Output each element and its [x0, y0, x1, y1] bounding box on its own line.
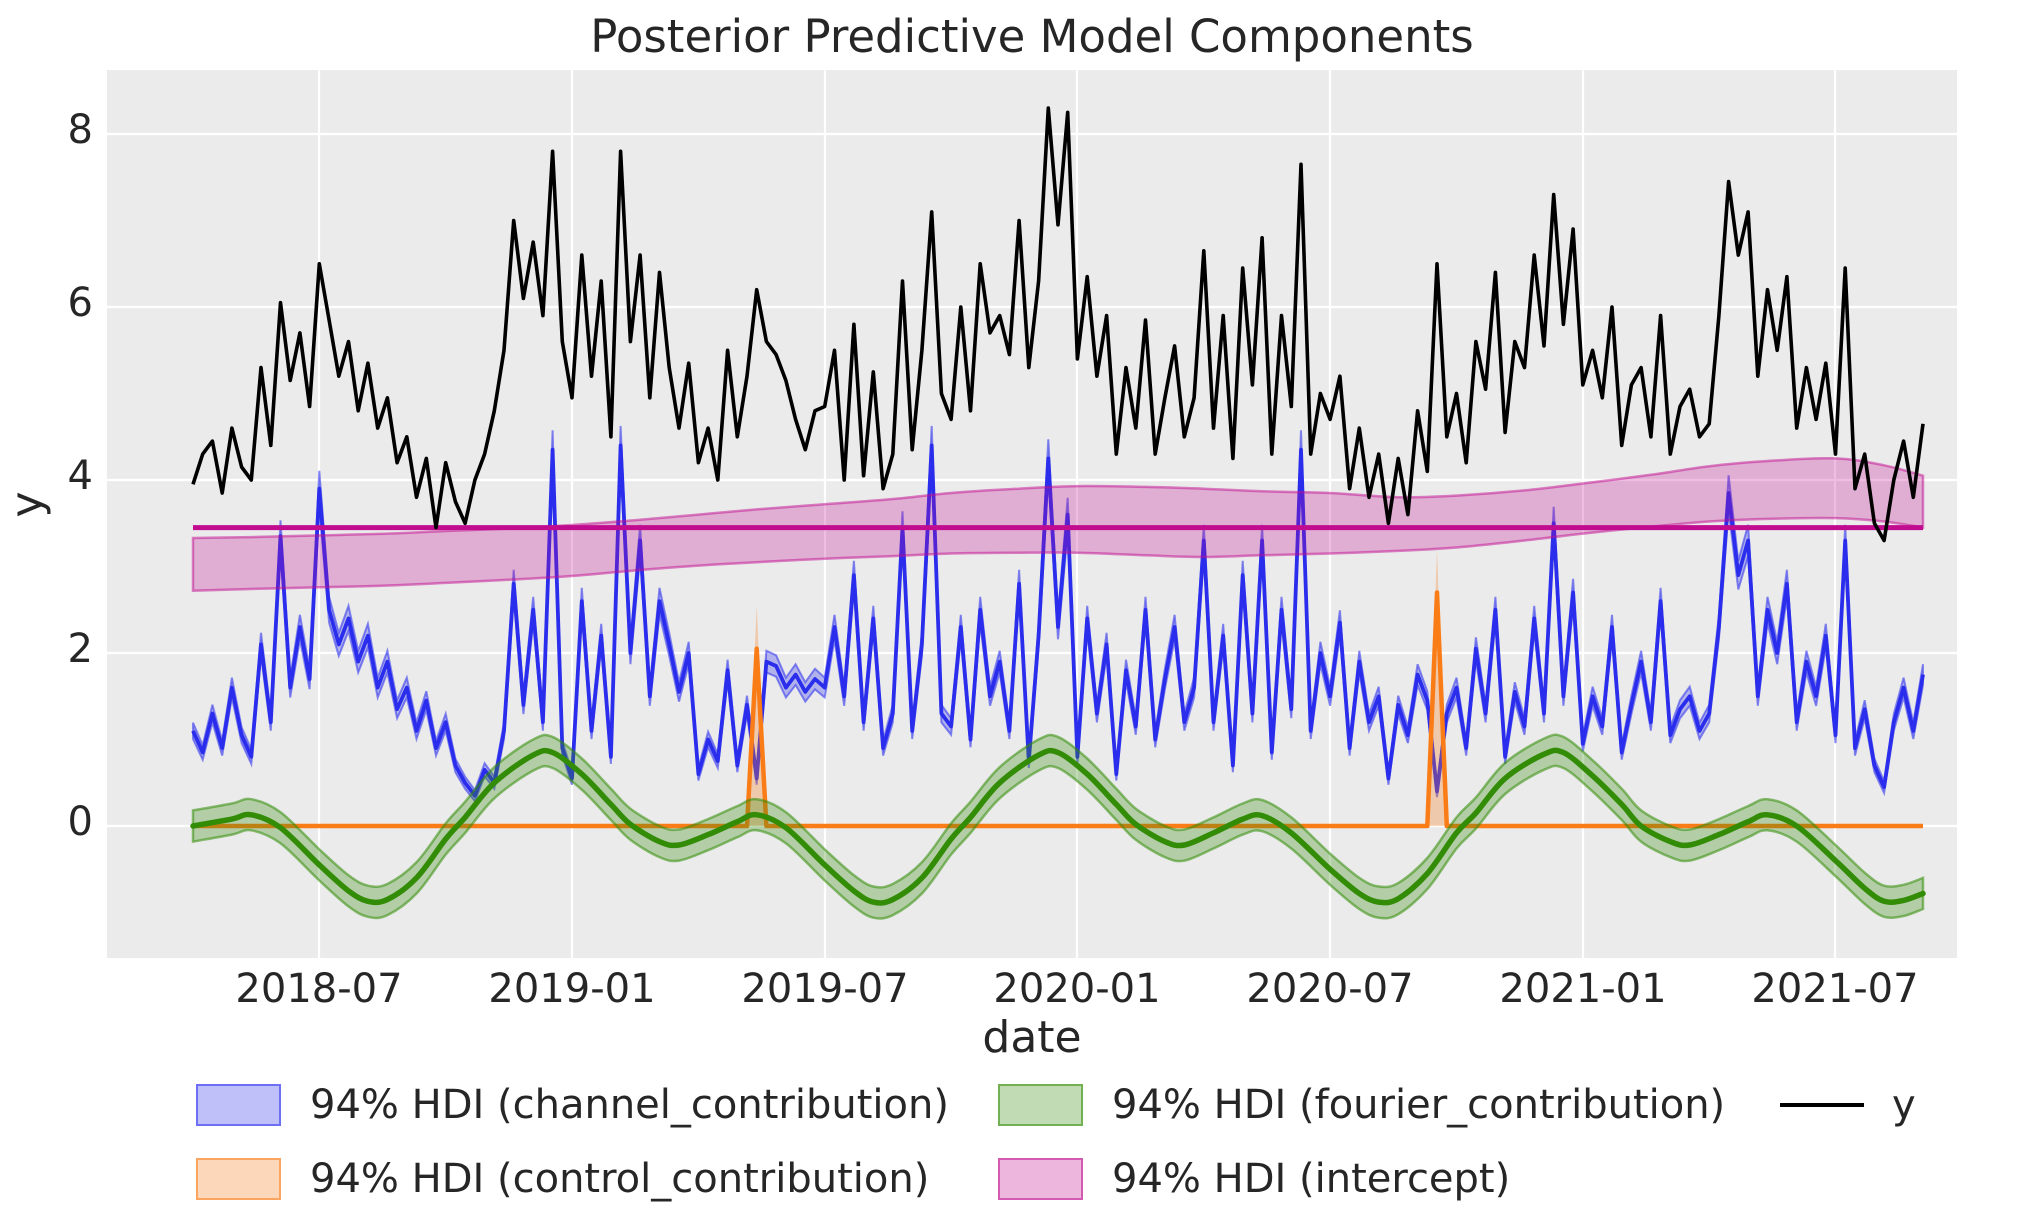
y-tick-label: 8	[67, 107, 93, 153]
fourier-contribution-hdi-band	[191, 733, 1925, 920]
legend-swatch--hdi-channel_contribution-	[196, 1084, 281, 1126]
control-contribution-line	[193, 590, 1923, 829]
chart-title: Posterior Predictive Model Components	[590, 10, 1474, 63]
x-tick-label: 2019-07	[741, 966, 909, 1012]
legend-label: 94% HDI (control_contribution)	[310, 1156, 930, 1202]
channel-contribution-line	[191, 443, 1925, 798]
x-tick-label: 2020-07	[1246, 966, 1414, 1012]
legend-swatch--hdi-control_contribution-	[196, 1158, 281, 1200]
legend-swatch--hdi-intercept-	[998, 1158, 1083, 1200]
legend-line-sample	[1780, 1103, 1864, 1107]
y-tick-label: 0	[67, 799, 93, 845]
legend-swatch--hdi-fourier_contribution-	[998, 1084, 1083, 1126]
legend-label: 94% HDI (intercept)	[1112, 1156, 1511, 1202]
x-tick-label: 2018-07	[235, 966, 403, 1012]
legend-label: 94% HDI (channel_contribution)	[310, 1082, 949, 1128]
x-tick-label: 2021-07	[1751, 966, 1919, 1012]
axes-background	[107, 70, 1957, 958]
legend-label: y	[1892, 1082, 1916, 1128]
y-observed-line	[191, 106, 1925, 543]
y-tick-label: 4	[67, 453, 93, 499]
x-axis-label: date	[982, 1012, 1082, 1063]
x-tick-label: 2021-01	[1499, 966, 1667, 1012]
x-tick-label: 2019-01	[488, 966, 656, 1012]
y-tick-label: 2	[67, 626, 93, 672]
fourier-contribution-line	[190, 747, 1926, 906]
legend-label: 94% HDI (fourier_contribution)	[1112, 1082, 1726, 1128]
x-tick-label: 2020-01	[993, 966, 1161, 1012]
y-tick-label: 6	[67, 280, 93, 326]
y-axis-label: y	[1, 491, 53, 518]
